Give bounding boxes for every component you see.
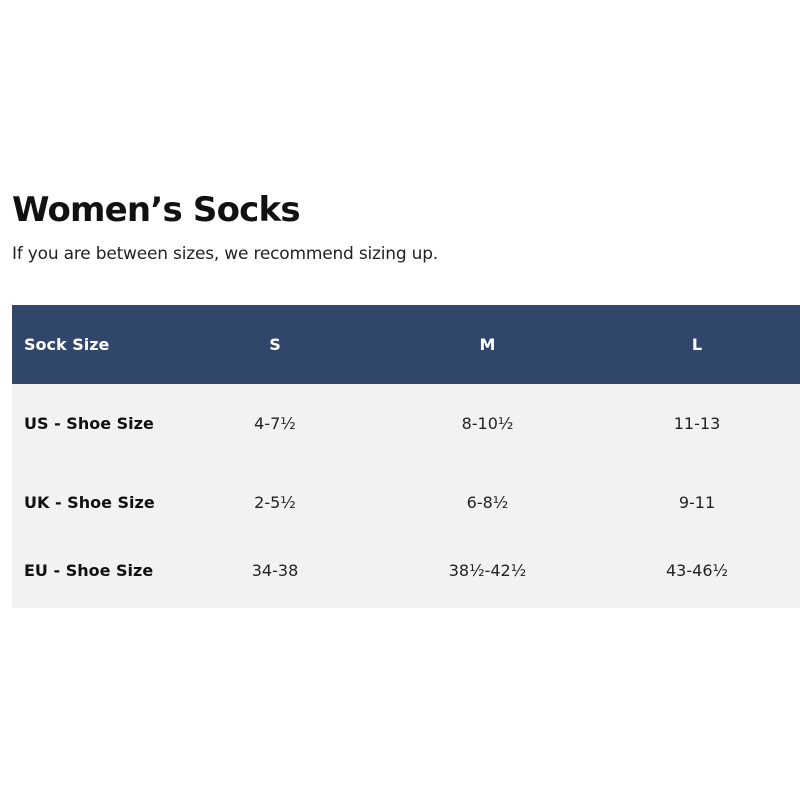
cell-eu-s: 34-38 — [251, 560, 299, 580]
page-title: Women’s Socks — [12, 190, 301, 230]
header-size-m: M — [479, 335, 496, 354]
table-header-row: Sock Size S M L — [12, 305, 800, 384]
cell-uk-l: 9-11 — [678, 493, 716, 512]
table-row-us: US - Shoe Size 4-7½ 8-10½ 11-13 — [12, 384, 800, 463]
cell-us-l: 11-13 — [673, 414, 721, 433]
row-label-uk: UK - Shoe Size — [24, 493, 155, 512]
cell-uk-s: 2-5½ — [254, 493, 296, 512]
row-label-eu: EU - Shoe Size — [24, 560, 154, 580]
row-label-us: US - Shoe Size — [24, 414, 154, 433]
table-row-eu: EU - Shoe Size 34-38 38½-42½ 43-46½ — [12, 542, 800, 608]
header-size-l: L — [691, 335, 703, 354]
cell-us-s: 4-7½ — [254, 414, 296, 433]
cell-us-m: 8-10½ — [461, 414, 514, 433]
cell-uk-m: 6-8½ — [466, 493, 509, 512]
header-sock-size: Sock Size — [24, 335, 110, 354]
size-chart-table: Sock Size S M L US - Shoe Size 4-7½ 8-10… — [12, 305, 800, 608]
header-size-s: S — [269, 335, 281, 354]
page-subtitle: If you are between sizes, we recommend s… — [12, 244, 438, 264]
table-row-uk: UK - Shoe Size 2-5½ 6-8½ 9-11 — [12, 463, 800, 542]
cell-eu-m: 38½-42½ — [448, 560, 527, 580]
cell-eu-l: 43-46½ — [666, 560, 728, 580]
